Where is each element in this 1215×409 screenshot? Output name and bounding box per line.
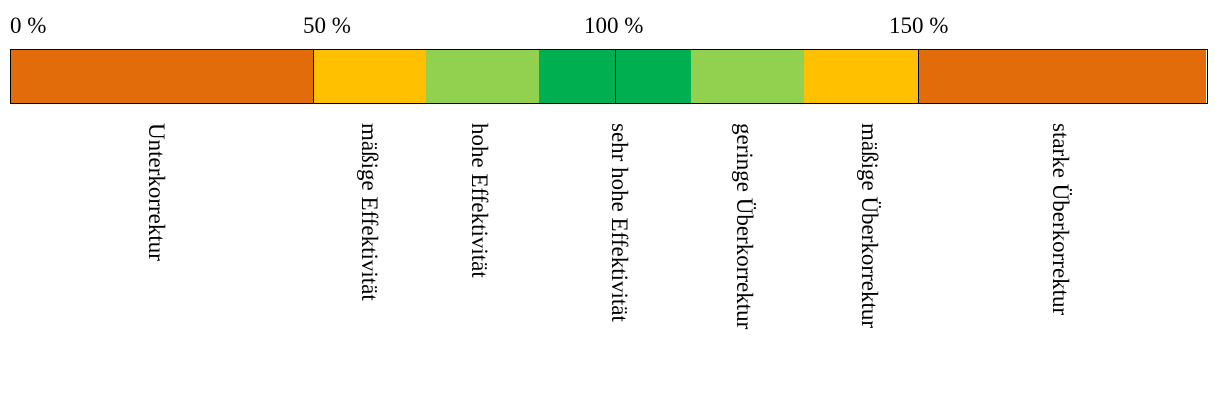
segment-sehr-hohe-effektivitaet-left	[539, 50, 615, 103]
segment-maessige-effektivitaet	[313, 50, 426, 103]
tick-label-150: 150 %	[889, 13, 949, 38]
segment-starke-ueberkorrektur	[918, 50, 1206, 103]
tick-label-0: 0 %	[10, 13, 47, 38]
category-label-sehr-hohe-effektivitaet: sehr hohe Effektivität	[607, 123, 632, 322]
category-label-starke-ueberkorrektur: starke Überkorrektur	[1048, 123, 1073, 316]
category-label-maessige-ueberkorrektur: mäßige Überkorrektur	[857, 123, 882, 329]
segment-hohe-effektivitaet	[426, 50, 539, 103]
segment-unterkorrektur	[11, 50, 313, 103]
category-label-hohe-effektivitaet: hohe Effektivität	[467, 123, 492, 278]
segment-sehr-hohe-effektivitaet-right	[615, 50, 691, 103]
segment-maessige-ueberkorrektur	[804, 50, 918, 103]
category-label-unterkorrektur: Unterkorrektur	[144, 123, 169, 261]
category-label-maessige-effektivitaet: mäßige Effektivität	[357, 123, 382, 301]
scale-bar	[10, 49, 1208, 104]
segment-geringe-ueberkorrektur	[691, 50, 804, 103]
category-label-geringe-ueberkorrektur: geringe Überkorrektur	[732, 123, 757, 330]
tick-label-100: 100 %	[584, 13, 644, 38]
tick-label-50: 50 %	[303, 13, 351, 38]
